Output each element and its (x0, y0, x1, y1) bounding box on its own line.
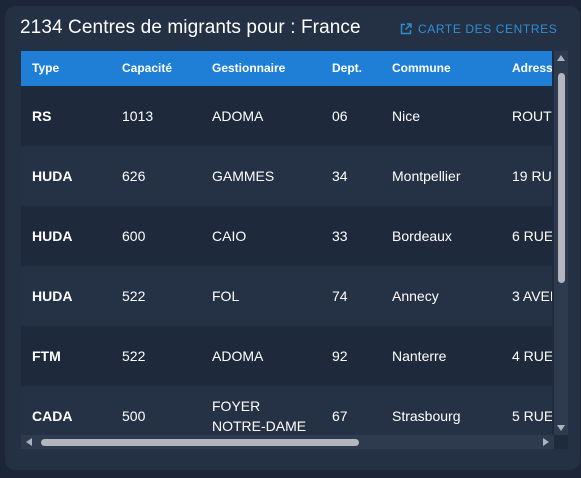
cell-department: 67 (332, 408, 348, 424)
horizontal-scrollbar[interactable] (21, 435, 554, 449)
scroll-up-arrow-icon[interactable] (557, 55, 565, 61)
cell-commune: Strasbourg (392, 408, 461, 424)
table-row[interactable]: HUDA 600 CAIO 33 Bordeaux 6 RUE (21, 206, 552, 266)
cell-capacity: 1013 (122, 108, 154, 124)
column-header-department[interactable]: Dept. (332, 61, 362, 75)
column-header-type[interactable]: Type (32, 61, 60, 75)
cell-type: HUDA (32, 228, 73, 244)
table-row[interactable]: HUDA 522 FOL 74 Annecy 3 AVEN (21, 266, 552, 326)
table-header: Type Capacité Gestionnaire Dept. Commune… (21, 51, 552, 86)
vertical-scrollbar[interactable] (554, 51, 568, 435)
cell-department: 92 (332, 348, 348, 364)
cell-manager: CAIO (212, 228, 247, 244)
cell-department: 06 (332, 108, 348, 124)
table-viewport: Type Capacité Gestionnaire Dept. Commune… (21, 51, 552, 435)
cell-capacity: 522 (122, 348, 146, 364)
map-link-button[interactable]: CARTE DES CENTRES (400, 22, 557, 36)
scrollbar-corner (554, 435, 568, 449)
horizontal-scroll-thumb[interactable] (41, 439, 359, 446)
cell-commune: Bordeaux (392, 228, 452, 244)
vertical-scroll-thumb[interactable] (558, 73, 565, 283)
cell-manager: FOYER NOTRE-DAME (212, 398, 307, 434)
column-header-commune[interactable]: Commune (392, 61, 451, 75)
cell-department: 74 (332, 288, 348, 304)
cell-commune: Nanterre (392, 348, 447, 364)
cell-type: FTM (32, 348, 61, 364)
table-row[interactable]: FTM 522 ADOMA 92 Nanterre 4 RUE (21, 326, 552, 386)
cell-address: 5 RUE (512, 408, 552, 424)
cell-type: RS (32, 108, 52, 124)
column-header-manager[interactable]: Gestionnaire (212, 61, 286, 75)
cell-type: HUDA (32, 288, 73, 304)
column-header-capacity[interactable]: Capacité (122, 61, 173, 75)
cell-capacity: 500 (122, 408, 146, 424)
cell-address: 6 RUE (512, 228, 552, 244)
table-row[interactable]: HUDA 626 GAMMES 34 Montpellier 19 RUE (21, 146, 552, 206)
scroll-right-arrow-icon[interactable] (543, 438, 549, 446)
cell-commune: Nice (392, 108, 421, 124)
centres-card: 2134 Centres de migrants pour : France C… (5, 6, 580, 470)
page-title: 2134 Centres de migrants pour : France (20, 17, 361, 38)
column-header-address[interactable]: Adresse (512, 61, 552, 75)
cell-manager: ADOMA (212, 108, 264, 124)
table-row[interactable]: CADA 500 FOYER NOTRE-DAME 67 Strasbourg … (21, 386, 552, 435)
cell-address: 4 RUE (512, 348, 552, 364)
cell-manager: GAMMES (212, 168, 275, 184)
cell-type: CADA (32, 408, 73, 424)
cell-address: 19 RUE (512, 168, 552, 184)
map-link-label: CARTE DES CENTRES (418, 22, 558, 36)
cell-capacity: 522 (122, 288, 146, 304)
cell-manager: ADOMA (212, 348, 264, 364)
cell-capacity: 600 (122, 228, 146, 244)
scroll-left-arrow-icon[interactable] (26, 438, 32, 446)
cell-department: 33 (332, 228, 348, 244)
cell-department: 34 (332, 168, 348, 184)
cell-capacity: 626 (122, 168, 146, 184)
cell-manager: FOL (212, 288, 240, 304)
cell-commune: Montpellier (392, 168, 461, 184)
table-row[interactable]: RS 1013 ADOMA 06 Nice ROUTE (21, 86, 552, 146)
cell-commune: Annecy (392, 288, 439, 304)
cell-type: HUDA (32, 168, 73, 184)
external-link-icon (400, 23, 412, 35)
centres-table: Type Capacité Gestionnaire Dept. Commune… (21, 51, 568, 449)
scroll-down-arrow-icon[interactable] (557, 425, 565, 431)
cell-address: 3 AVEN (512, 288, 552, 304)
cell-address: ROUTE (512, 108, 552, 124)
